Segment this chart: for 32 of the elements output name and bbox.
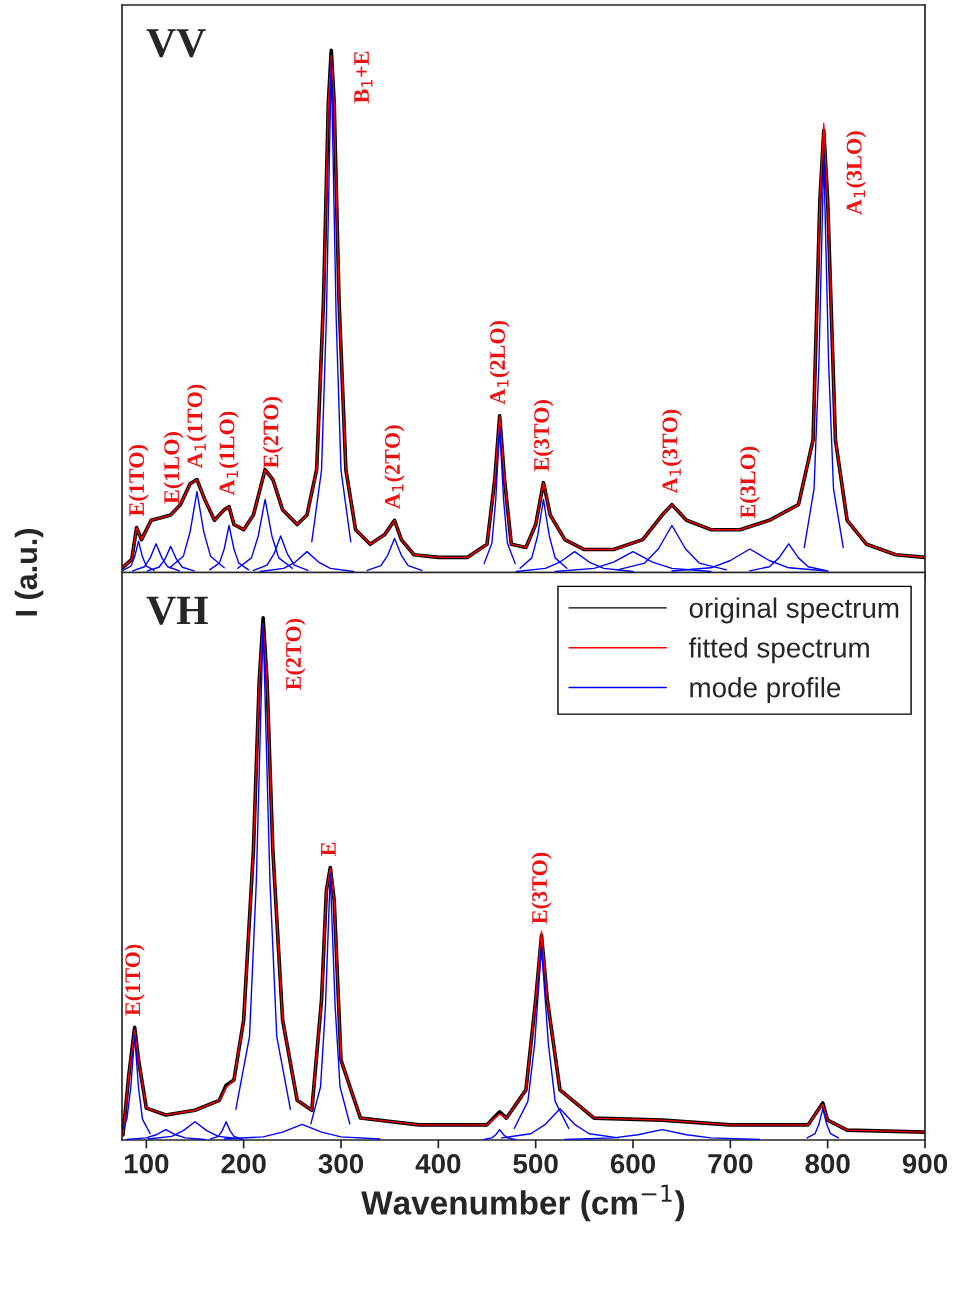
chart-title: VV [146, 29, 206, 58]
x-tick-label: 600 [610, 1153, 656, 1174]
annotation: A$_{1}$(3TO) [661, 409, 682, 494]
x-tick-label: 900 [902, 1153, 948, 1174]
annotation: E(3LO) [739, 446, 760, 519]
annotation: E(1TO) [128, 445, 149, 517]
y-axis-title: I (a.u.) [14, 529, 44, 616]
x-tick-label: 800 [805, 1153, 850, 1174]
x-tick-label: 700 [708, 1153, 753, 1174]
x-tick-label: 500 [513, 1153, 558, 1174]
x-axis-title: Wavenumber (cm$^{−1}$) [361, 1184, 685, 1222]
annotation: E(1TO) [124, 944, 145, 1016]
annotation: E [321, 842, 336, 856]
annotation: A$_{1}$(1LO) [218, 411, 239, 496]
x-tick-label: 200 [221, 1153, 266, 1174]
x-tick-label: 300 [318, 1153, 364, 1174]
annotation: E(3TO) [533, 400, 554, 472]
legend-label: mode profile [690, 677, 841, 703]
x-tick-label: 100 [124, 1153, 169, 1174]
annotation: E(3TO) [531, 852, 552, 924]
annotation: E(1LO) [163, 432, 184, 504]
chart-title: VH [146, 596, 208, 625]
legend-label: fitted spectrum [688, 637, 869, 664]
annotation: A$_{1}$(3LO) [846, 131, 867, 215]
annotation: A$_{1}$(2LO) [489, 320, 510, 405]
annotation: E(2TO) [285, 618, 306, 690]
annotation: E(2TO) [262, 396, 283, 469]
legend-label: original spectrum [689, 597, 899, 624]
annotation: A$_{1}$(2TO) [384, 425, 405, 509]
annotation: B$_{1}$+E [354, 51, 373, 104]
x-tick-label: 400 [415, 1153, 461, 1174]
annotation: A$_{1}$(1TO) [186, 384, 207, 469]
